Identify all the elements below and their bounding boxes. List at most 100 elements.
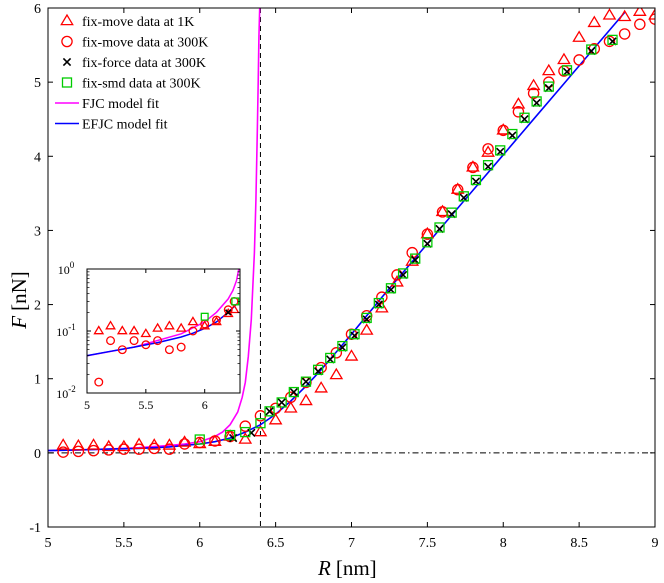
inset-point-fix-move-data-at-300k (223, 305, 233, 315)
legend-label: fix-move data at 300K (82, 36, 208, 51)
point-fix-move-data-at-300k (133, 443, 145, 455)
inset-point-fix-move-data-at-300k (106, 336, 116, 346)
point-fix-force-data-at-300k (277, 398, 286, 407)
inset-point-fix-move-data-at-300k (117, 345, 127, 355)
point-fix-move-data-at-1k (496, 123, 511, 135)
inset-point-fix-move-data-at-300k (164, 345, 174, 355)
point-fix-move-data-at-1k (632, 8, 647, 16)
inset-point-fix-move-data-at-1k (128, 325, 140, 335)
y-tick-label: 5 (34, 76, 41, 91)
legend-label: fix-move data at 1K (82, 15, 194, 30)
point-fix-move-data-at-1k (299, 393, 313, 406)
point-fix-smd-data-at-300k (264, 406, 275, 417)
inset-plot-area (87, 269, 240, 393)
point-fix-smd-data-at-300k (458, 191, 469, 202)
point-fix-move-data-at-300k (421, 228, 434, 240)
x-tick-label: 5 (45, 536, 52, 551)
point-fix-move-data-at-1k (329, 367, 344, 380)
point-fix-move-data-at-300k (178, 438, 191, 450)
point-fix-move-data-at-1k (268, 412, 283, 425)
point-fix-smd-data-at-300k (531, 96, 542, 107)
inset-x-tick-label: 5 (84, 398, 90, 412)
svg-text:F[nN]: F [nN] (7, 271, 31, 329)
point-fix-move-data-at-300k (269, 402, 282, 415)
point-fix-force-data-at-300k (228, 433, 238, 443)
point-fix-move-data-at-1k (359, 323, 374, 335)
point-fix-move-data-at-1k (238, 432, 253, 444)
point-fix-smd-data-at-300k (410, 253, 421, 264)
point-fix-move-data-at-1k (617, 9, 632, 22)
point-fix-smd-data-at-300k (325, 352, 336, 364)
inset-plot: 5 5.5 6 10-2 10-1 100 (56, 260, 241, 412)
inset-point-fix-move-data-at-1k (116, 325, 128, 335)
x-tick-label: 7 (348, 536, 355, 551)
point-fix-smd-data-at-300k (482, 160, 494, 171)
inset-series-fix-force-data-at-300k (224, 309, 232, 316)
point-fix-smd-data-at-300k (470, 174, 482, 186)
point-fix-move-data-at-300k (634, 18, 646, 31)
legend-swatch (62, 57, 72, 67)
legend-item-fix-move-data-at-1k: fix-move data at 1K (60, 13, 194, 30)
x-tick-label: 8 (500, 536, 507, 551)
point-fix-move-data-at-300k (467, 161, 479, 174)
x-tick-label: 8.5 (570, 536, 588, 551)
point-fix-move-data-at-1k (314, 381, 328, 393)
inset-point-fix-move-data-at-1k (163, 320, 175, 330)
point-fix-move-data-at-1k (344, 349, 359, 361)
inset-point-fix-move-data-at-1k (140, 328, 152, 338)
point-fix-move-data-at-300k (118, 443, 130, 455)
y-tick-label: 2 (34, 299, 41, 314)
legend-label: EFJC model fit (82, 118, 168, 133)
point-fix-smd-data-at-300k (337, 340, 348, 352)
point-fix-move-data-at-300k (649, 13, 655, 25)
point-fix-move-data-at-1k (177, 435, 192, 447)
y-axis-label: F [nN] (7, 271, 31, 329)
point-fix-move-data-at-300k (102, 444, 115, 456)
x-tick-label: 6.5 (267, 536, 285, 551)
point-fix-smd-data-at-300k (519, 112, 530, 123)
legend-label: fix-force data at 300K (82, 56, 206, 71)
inset-point-fix-move-data-at-1k (152, 322, 164, 332)
point-fix-smd-data-at-300k (373, 297, 384, 309)
point-fix-smd-data-at-300k (434, 222, 445, 233)
point-fix-move-data-at-300k (148, 442, 160, 455)
inset-ticks: 5 5.5 6 10-2 10-1 100 (56, 260, 240, 412)
inset-point-fix-move-data-at-300k (176, 342, 186, 352)
point-fix-move-data-at-300k (451, 183, 464, 196)
point-fix-move-data-at-300k (285, 391, 297, 403)
x-tick-label: 7.5 (419, 536, 437, 551)
inset-point-fix-move-data-at-1k (175, 322, 187, 332)
series-fix-smd-data-at-300k (194, 34, 618, 445)
point-fix-move-data-at-1k (541, 63, 556, 76)
inset-point-fix-move-data-at-300k (188, 326, 198, 336)
legend-label: FJC model fit (82, 97, 159, 112)
inset-point-fix-smd-data-at-300k (200, 312, 209, 321)
x-tick-label: 9 (652, 536, 659, 551)
point-fix-smd-data-at-300k (397, 268, 409, 279)
point-fix-move-data-at-1k (435, 204, 450, 217)
inset-point-fix-move-data-at-300k (94, 377, 104, 387)
point-fix-smd-data-at-300k (561, 65, 573, 76)
y-axis-var: F (7, 316, 31, 330)
point-fix-move-data-at-300k (603, 35, 616, 48)
point-fix-move-data-at-300k (163, 443, 176, 455)
inset-point-fix-move-data-at-1k (211, 316, 222, 326)
point-fix-force-data-at-300k (289, 387, 299, 397)
point-fix-smd-data-at-300k (543, 81, 554, 92)
point-fix-smd-data-at-300k (495, 145, 506, 156)
svg-text:R[nm]: R [nm] (317, 556, 377, 580)
inset-point-fix-move-data-at-300k (129, 336, 139, 346)
point-fix-move-data-at-1k (390, 275, 404, 287)
point-fix-smd-data-at-300k (194, 434, 205, 445)
legend-swatch (60, 13, 74, 26)
y-tick-label: 3 (34, 224, 41, 239)
legend-swatch (61, 35, 73, 48)
point-fix-move-data-at-300k (72, 445, 85, 458)
inset-point-fix-move-data-at-1k (105, 320, 116, 330)
legend-item-fix-smd-data-at-300k: fix-smd data at 300K (61, 77, 201, 92)
point-fix-smd-data-at-300k (240, 426, 251, 438)
point-fix-smd-data-at-300k (255, 418, 266, 429)
y-tick-label: 0 (34, 447, 41, 462)
inset-x-tick-label: 5.5 (138, 398, 153, 412)
